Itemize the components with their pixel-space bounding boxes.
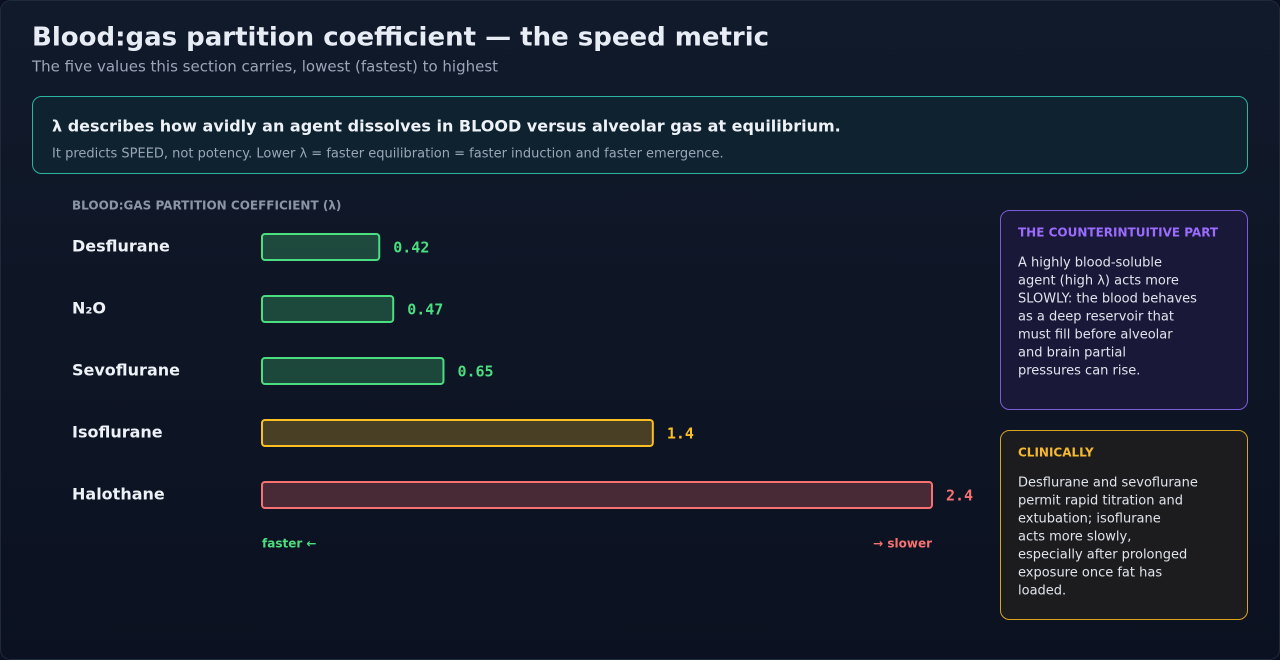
card-text: pressures can rise. xyxy=(1018,364,1140,379)
value-label: 2.4 xyxy=(946,487,973,505)
callout-heading: λ describes how avidly an agent dissolve… xyxy=(52,117,841,136)
value-label: 0.42 xyxy=(393,239,429,257)
card-text: exposure once fat has xyxy=(1018,566,1162,581)
card-title: THE COUNTERINTUITIVE PART xyxy=(1018,226,1219,240)
card-text: A highly blood-soluble xyxy=(1018,256,1162,271)
value-label: 0.47 xyxy=(407,301,443,319)
value-label: 1.4 xyxy=(667,425,694,443)
bar xyxy=(261,295,395,323)
bar xyxy=(261,357,445,385)
bar xyxy=(261,481,933,509)
card-text: acts more slowly, xyxy=(1018,530,1131,545)
card-text: SLOWLY: the blood behaves xyxy=(1018,292,1197,307)
category-label: Isoflurane xyxy=(72,423,163,442)
card-text: must fill before alveolar xyxy=(1018,328,1173,343)
card-box xyxy=(1000,210,1248,410)
bar xyxy=(261,419,654,447)
axis-label: BLOOD:GAS PARTITION COEFFICIENT (λ) xyxy=(72,199,341,213)
callout-text: It predicts SPEED, not potency. Lower λ … xyxy=(52,147,724,162)
card-box xyxy=(1000,430,1248,620)
callout-box xyxy=(32,96,1248,174)
title: Blood:gas partition coefficient — the sp… xyxy=(32,23,769,53)
bar xyxy=(261,233,381,261)
category-label: Desflurane xyxy=(72,237,170,256)
card-text: especially after prolonged xyxy=(1018,548,1187,563)
card-text: loaded. xyxy=(1018,584,1066,599)
axis-annotation: → slower xyxy=(873,537,932,551)
subtitle: The five values this section carries, lo… xyxy=(31,58,498,76)
card-text: permit rapid titration and xyxy=(1018,494,1183,509)
card-text: agent (high λ) acts more xyxy=(1018,274,1179,289)
card-text: and brain partial xyxy=(1018,346,1126,361)
value-label: 0.65 xyxy=(457,363,493,381)
card-title: CLINICALLY xyxy=(1018,446,1094,460)
card-text: Desflurane and sevoflurane xyxy=(1018,476,1198,491)
axis-annotation: faster ← xyxy=(262,537,317,551)
card-text: as a deep reservoir that xyxy=(1018,310,1174,325)
category-label: N₂O xyxy=(72,299,106,318)
card-text: extubation; isoflurane xyxy=(1018,512,1161,527)
category-label: Sevoflurane xyxy=(72,361,180,380)
category-label: Halothane xyxy=(72,485,165,504)
